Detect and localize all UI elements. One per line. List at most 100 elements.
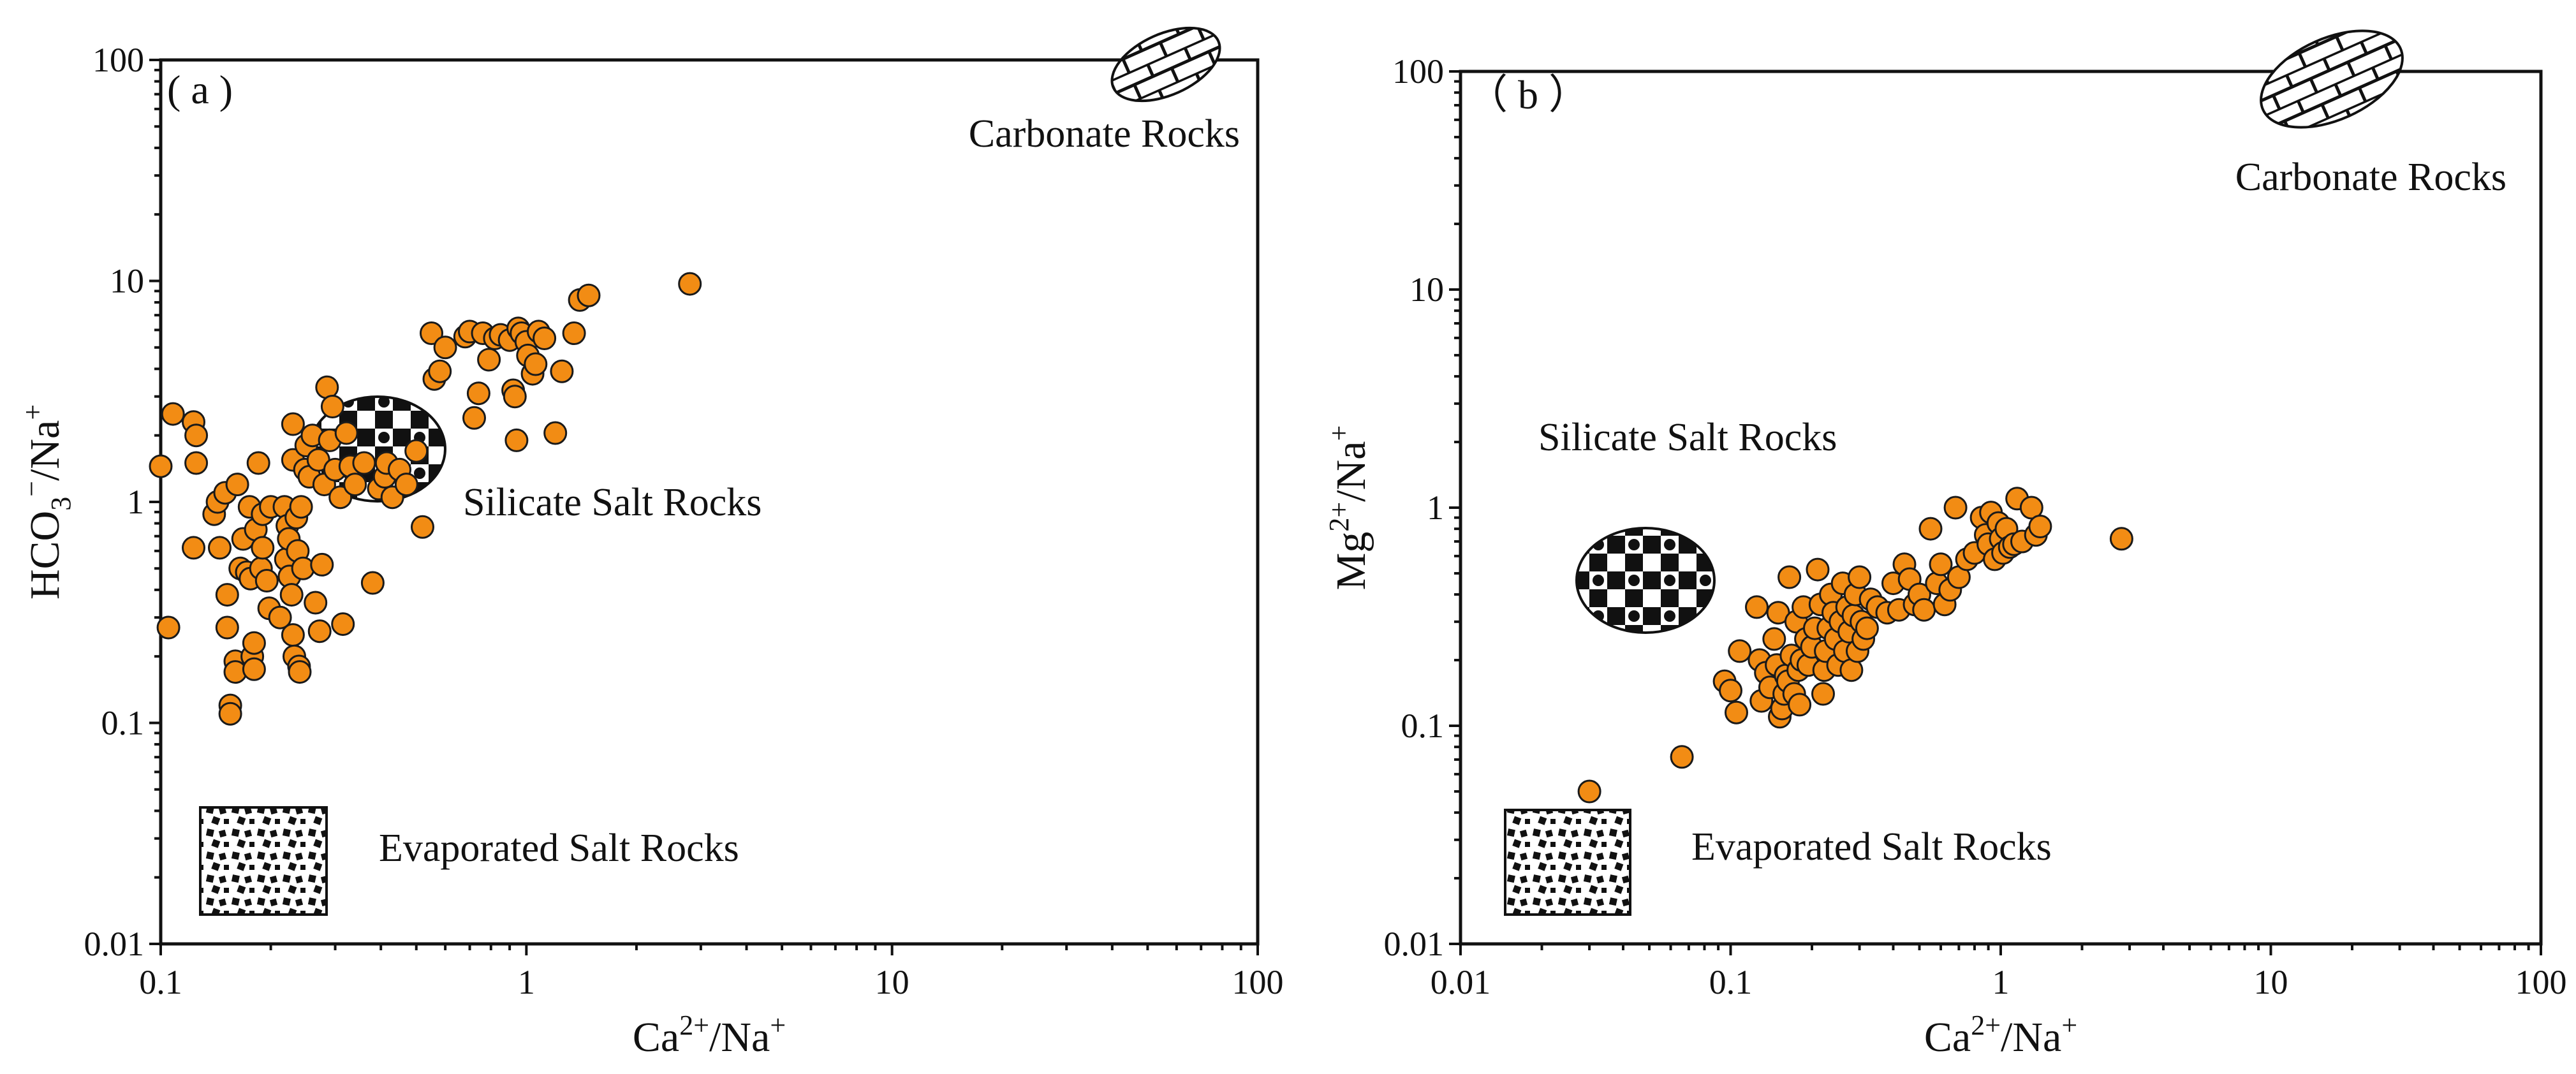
data-point <box>1788 693 1812 717</box>
data-point <box>1719 679 1742 703</box>
data-point <box>1577 779 1601 804</box>
x-tick-label: 10 <box>2254 963 2288 1001</box>
data-point <box>543 421 568 445</box>
data-point <box>433 335 457 360</box>
y-axis-label-a: HCO3−/Na+ <box>16 404 77 600</box>
evaporated-rocks-label-a: Evaporated Salt Rocks <box>379 827 739 870</box>
y-tick-label: 100 <box>92 41 144 79</box>
carbonate-rocks-symbol-b <box>2260 29 2404 129</box>
data-point <box>1806 557 1830 582</box>
data-point <box>504 428 529 452</box>
silicate-rocks-symbol-b <box>1575 527 1716 634</box>
data-point <box>577 283 601 307</box>
data-point <box>288 660 312 684</box>
data-point <box>394 473 418 497</box>
data-point <box>1918 517 1943 541</box>
data-point <box>462 406 486 430</box>
y-tick-label: 0.1 <box>101 704 145 742</box>
data-point <box>1745 595 1769 619</box>
silicate-rocks-label-b: Silicate Salt Rocks <box>1538 416 1837 459</box>
data-point <box>331 612 355 636</box>
x-tick-label: 10 <box>875 963 909 1001</box>
x-tick-label: 0.01 <box>1431 963 1491 1001</box>
data-point <box>225 473 249 497</box>
panel-label-a: ( a ) <box>167 67 233 112</box>
data-point <box>2028 515 2052 538</box>
data-point <box>466 381 490 406</box>
data-point <box>1848 565 1872 589</box>
data-point <box>310 552 334 577</box>
evaporated-rocks-symbol-b <box>1504 809 1631 916</box>
data-point <box>291 556 315 580</box>
data-point <box>1777 565 1802 589</box>
x-tick-label: 0.1 <box>1709 963 1753 1001</box>
data-point <box>533 327 557 350</box>
data-point <box>281 412 305 436</box>
y-tick-label: 100 <box>1392 52 1444 91</box>
panel-b: 0.01 0.1 1 10 100 0.01 0.1 1 10 100 Carbonate Roc… <box>1323 29 2567 1061</box>
data-point <box>281 623 305 647</box>
data-point <box>1670 745 1694 769</box>
data-point <box>524 352 548 376</box>
y-tick-label: 1 <box>1427 489 1444 527</box>
data-point <box>184 423 209 448</box>
data-point <box>156 615 180 640</box>
data-point <box>1728 639 1752 663</box>
data-points-a <box>149 272 702 726</box>
x-axis-label-b: Ca2+/Na+ <box>1924 1010 2077 1061</box>
y-tick-label: 10 <box>1409 270 1444 309</box>
data-point <box>182 536 205 560</box>
y-tick-label: 0.01 <box>84 925 145 963</box>
data-point <box>343 473 367 497</box>
data-point <box>352 451 376 475</box>
tick-marks-b <box>1449 70 2542 955</box>
data-point <box>328 485 353 510</box>
data-point <box>254 569 279 592</box>
data-point <box>279 583 304 607</box>
data-point <box>1912 598 1936 622</box>
data-point <box>1725 700 1748 725</box>
data-point <box>678 272 702 296</box>
carbonate-rocks-symbol-a <box>1110 26 1221 103</box>
data-point <box>550 359 574 383</box>
data-point <box>334 421 358 445</box>
data-point <box>420 321 443 345</box>
data-point <box>218 702 242 726</box>
data-point <box>562 321 586 345</box>
data-point <box>246 451 270 475</box>
x-tick-label: 100 <box>2515 963 2567 1001</box>
y-axis-label-b: Mg2+/Na+ <box>1323 425 1374 591</box>
data-point <box>411 515 434 539</box>
tick-labels-b: 0.01 0.1 1 10 100 0.01 0.1 1 10 100 <box>1384 52 2567 1001</box>
carbonate-rocks-label-a: Carbonate Rocks <box>969 112 1240 156</box>
data-point <box>503 385 527 409</box>
x-tick-label: 1 <box>1992 963 2010 1001</box>
silicate-rocks-label-a: Silicate Salt Rocks <box>463 481 762 524</box>
panel-label-b: （ b ） <box>1467 72 1589 117</box>
data-point <box>215 583 239 607</box>
data-point <box>360 571 385 595</box>
data-point <box>477 348 501 372</box>
data-point <box>251 536 275 560</box>
data-point <box>1855 616 1879 640</box>
data-point <box>1762 627 1786 651</box>
data-point <box>242 631 266 655</box>
data-point <box>149 454 173 478</box>
data-point <box>1943 496 1968 520</box>
data-point <box>307 619 332 644</box>
data-point <box>315 375 339 399</box>
x-axis-label-a: Ca2+/Na+ <box>633 1010 786 1061</box>
data-point <box>242 657 266 681</box>
y-tick-label: 0.1 <box>1401 707 1445 745</box>
data-point <box>428 359 452 383</box>
data-point <box>289 495 313 519</box>
evaporated-rocks-symbol-a <box>199 806 328 916</box>
x-tick-label: 0.1 <box>139 963 182 1001</box>
data-point <box>208 536 232 560</box>
data-point <box>2109 527 2133 551</box>
data-point <box>184 451 209 475</box>
y-tick-label: 1 <box>127 483 144 521</box>
x-tick-label: 1 <box>518 963 535 1001</box>
